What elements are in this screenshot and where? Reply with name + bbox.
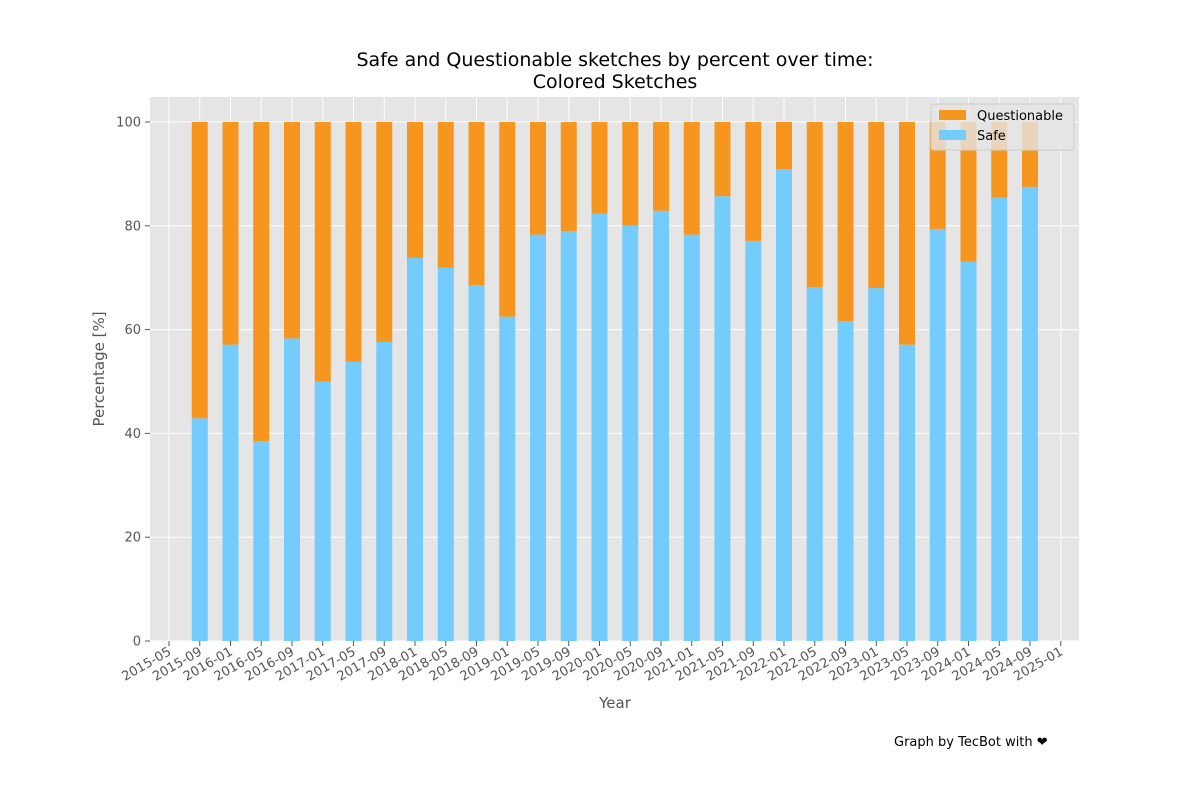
bar-safe (714, 196, 731, 642)
legend-swatch-safe (939, 130, 966, 140)
bar-questionable (960, 122, 977, 262)
bar-questionable (253, 122, 270, 442)
bar-safe (222, 344, 239, 641)
bar-questionable (468, 122, 485, 285)
bar-questionable (376, 122, 393, 343)
bar-safe (745, 240, 762, 641)
bar-questionable (284, 122, 300, 339)
bar-questionable (899, 122, 915, 345)
bar-safe (314, 381, 331, 641)
bar-questionable (622, 122, 639, 226)
bar-safe (468, 284, 485, 641)
legend-label-safe: Safe (977, 129, 1006, 144)
credit-text: Graph by TecBot with ❤ (894, 735, 1048, 750)
bar-questionable (222, 122, 239, 345)
bar-safe (837, 321, 854, 641)
bar-safe (929, 228, 946, 641)
legend-box (930, 103, 1075, 151)
bar-safe (376, 342, 393, 641)
bar-safe (1022, 186, 1038, 641)
legend-swatch-questionable (939, 110, 966, 120)
plot-area (150, 97, 1079, 641)
bar-questionable (191, 122, 208, 419)
bar-questionable (683, 122, 700, 235)
bar-safe (407, 257, 423, 641)
bar-questionable (591, 122, 608, 214)
bar-safe (591, 213, 608, 641)
bar-questionable (714, 122, 731, 197)
bar-safe (191, 418, 208, 641)
bar-questionable (560, 122, 577, 231)
bar-safe (683, 234, 700, 642)
y-tick-label: 80 (124, 219, 141, 234)
bar-questionable (407, 122, 423, 258)
chart-subtitle: Colored Sketches (533, 71, 698, 93)
bar-safe (499, 316, 516, 641)
y-tick-label: 100 (116, 116, 141, 131)
x-axis-label: Year (598, 694, 632, 712)
bar-questionable (806, 122, 823, 288)
bar-questionable (745, 122, 762, 241)
chart-title: Safe and Questionable sketches by percen… (357, 49, 874, 71)
bar-questionable (530, 122, 546, 235)
bar-safe (776, 169, 792, 641)
bar-questionable (653, 122, 669, 211)
bar-safe (653, 210, 669, 641)
bar-questionable (868, 122, 885, 289)
y-axis-label: Percentage [%] (90, 311, 108, 426)
legend: Questionable Safe (930, 103, 1075, 151)
y-tick-label: 60 (124, 323, 141, 338)
bar-questionable (345, 122, 362, 362)
y-tick-label: 0 (133, 635, 141, 650)
bar-safe (560, 230, 577, 642)
bar-safe (622, 225, 639, 642)
bar-safe (530, 234, 546, 642)
bar-questionable (314, 122, 331, 382)
y-tick-label: 20 (124, 531, 141, 546)
bar-safe (437, 267, 454, 641)
bar-safe (991, 197, 1008, 642)
y-axis: 0 20 40 60 80 100 (116, 116, 150, 650)
y-tick-label: 40 (124, 427, 141, 442)
bar-safe (806, 287, 823, 641)
bar-safe (345, 361, 362, 641)
bar-questionable (837, 122, 854, 322)
bar-questionable (437, 122, 454, 268)
bars-group (191, 122, 1038, 642)
bar-questionable (776, 122, 792, 170)
x-axis: 2015-052015-092016-012016-052016-092017-… (119, 641, 1066, 685)
bar-safe (899, 344, 915, 641)
legend-label-questionable: Questionable (977, 109, 1063, 124)
bar-safe (960, 261, 977, 641)
bar-safe (868, 288, 885, 641)
bar-safe (253, 441, 270, 641)
bar-questionable (499, 122, 516, 317)
bar-safe (284, 338, 300, 641)
